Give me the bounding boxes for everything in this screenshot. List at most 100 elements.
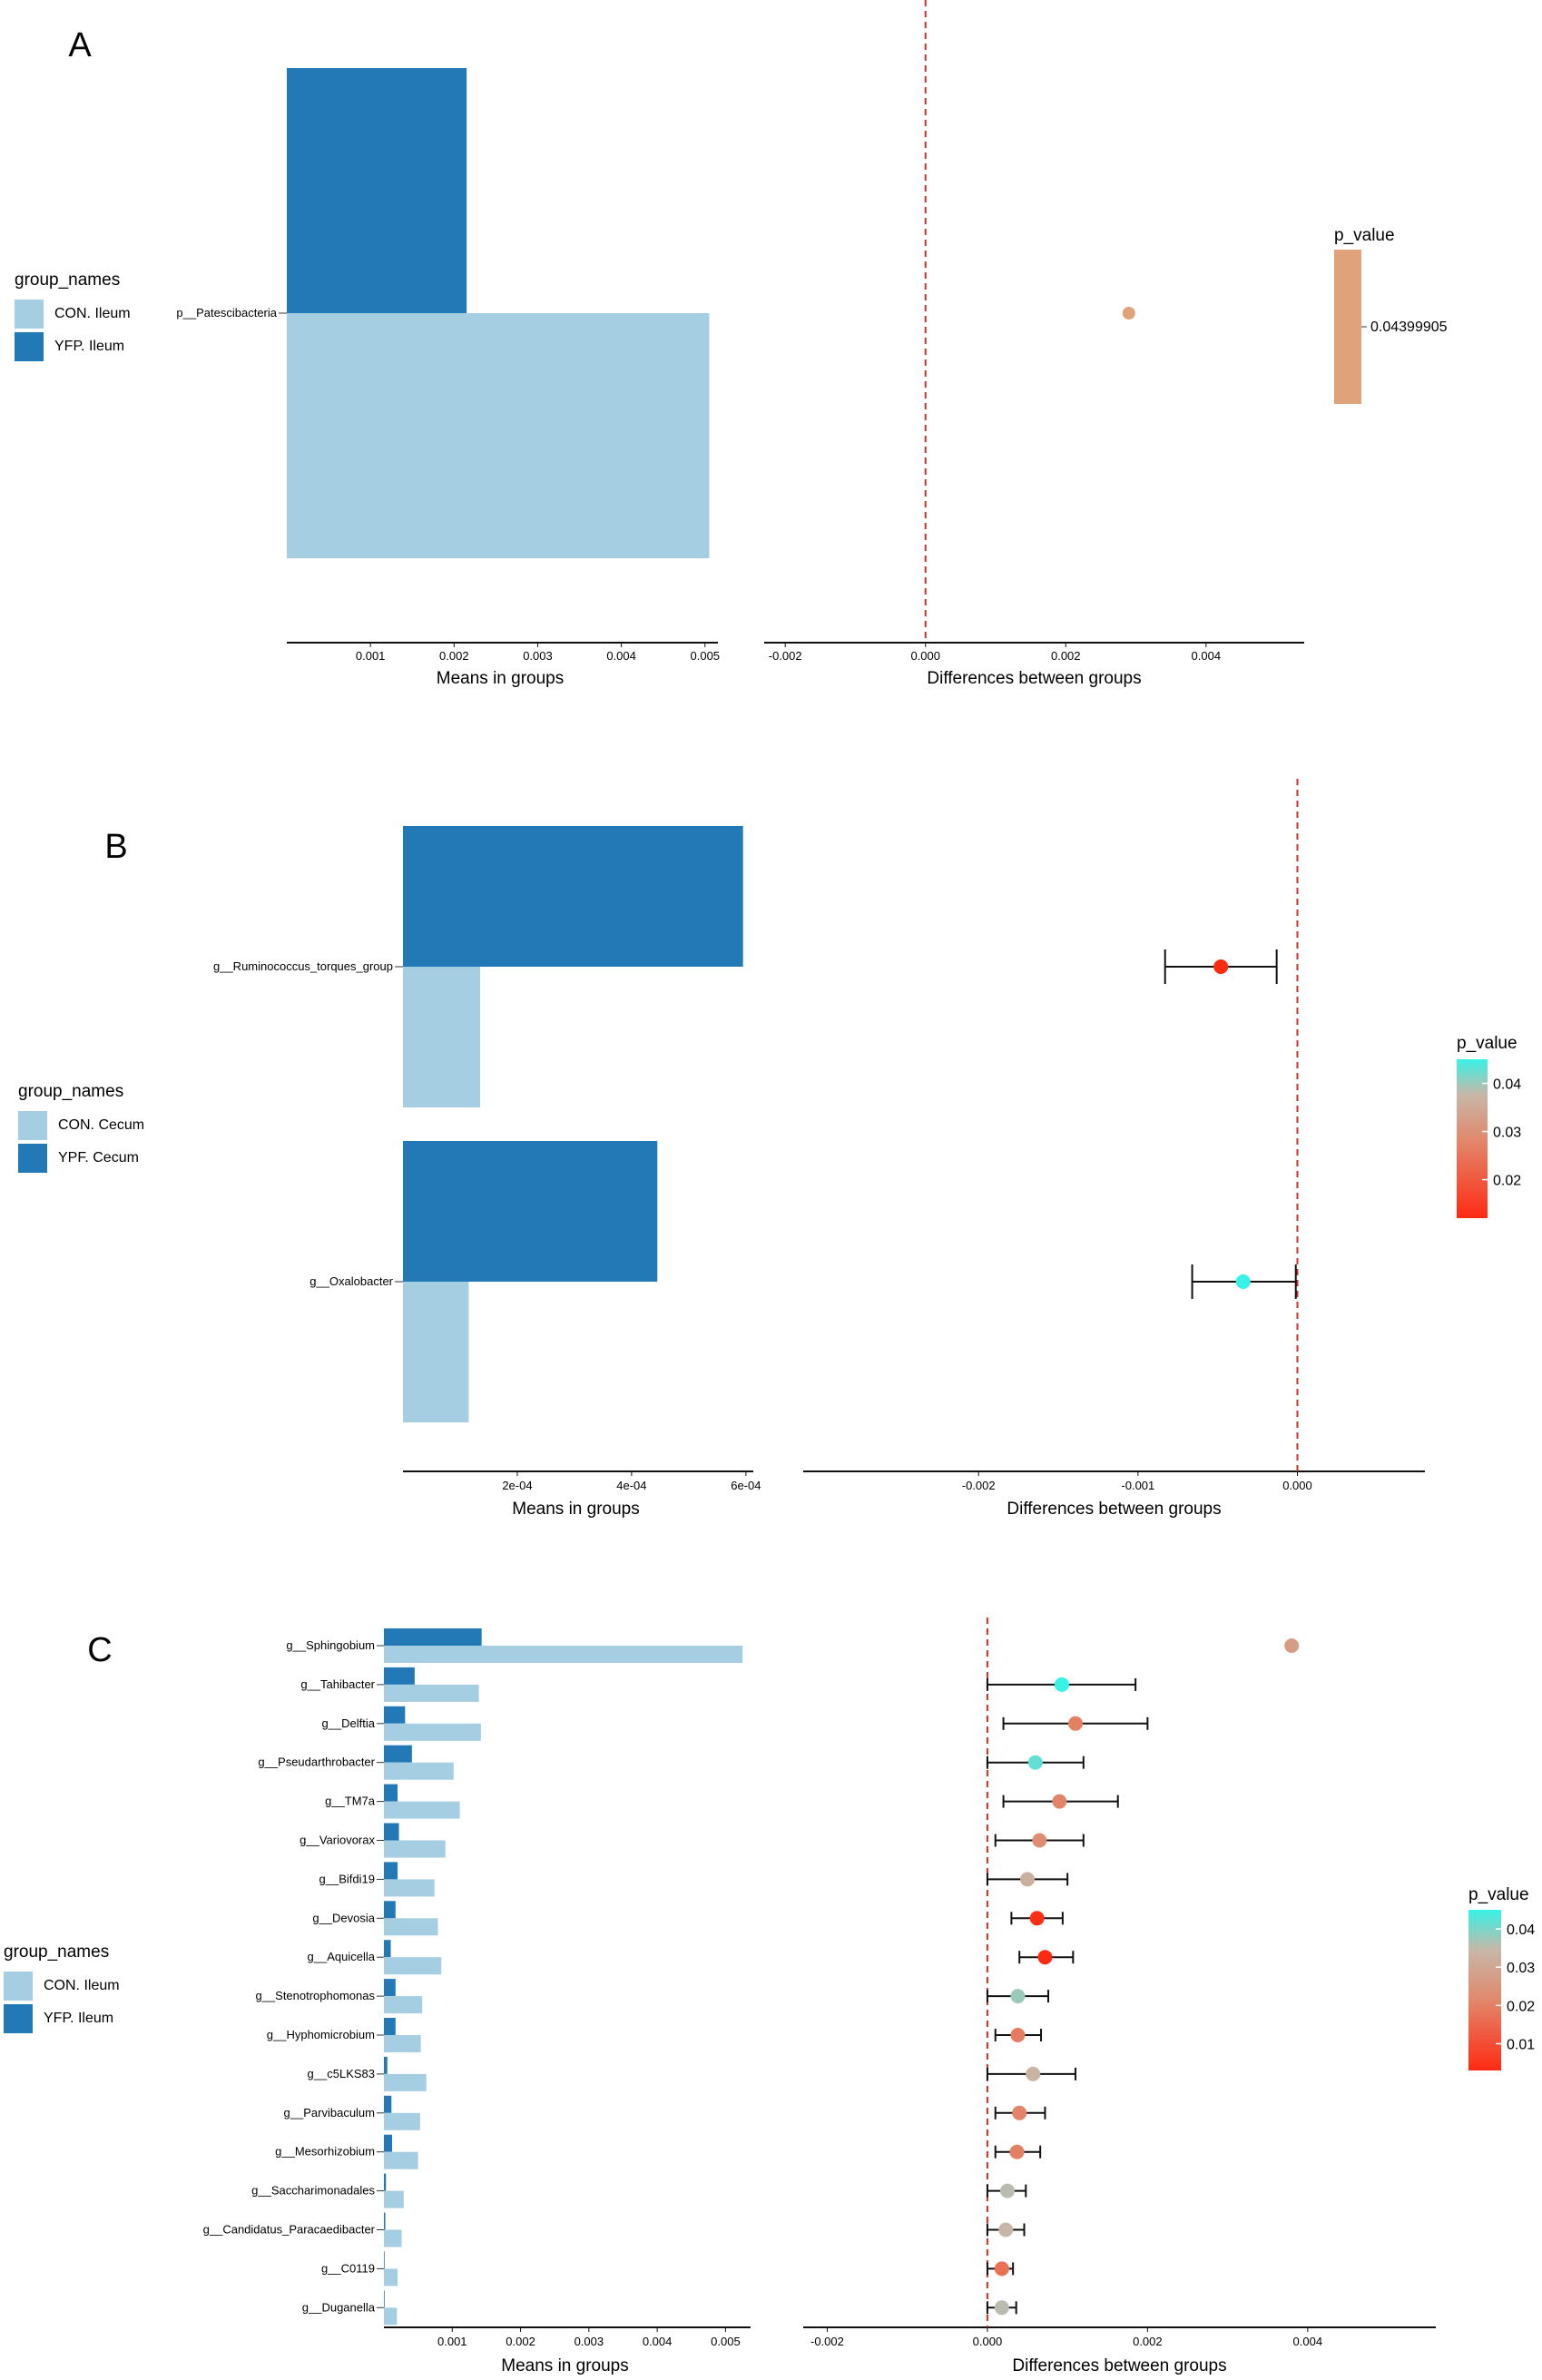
means-axis-tick-label: 0.004 [643, 2335, 673, 2348]
panel-letter-b: B [104, 828, 127, 866]
category-label: g__Ruminococcus_torques_group [213, 959, 393, 973]
category-label: g__Devosia [312, 1911, 375, 1924]
pvalue-tick-label: 0.04 [1507, 1923, 1535, 1938]
means-axis-tick-label: 6e-04 [731, 1479, 761, 1492]
bar-top [384, 1823, 399, 1841]
means-axis-tick-label: 0.001 [437, 2335, 467, 2348]
bar-bottom [384, 2073, 427, 2091]
panel-letter-a: A [68, 26, 92, 64]
legend-label: CON. Ileum [44, 1978, 120, 1993]
means-axis-tick-label: 0.005 [711, 2335, 741, 2348]
bar-bottom [384, 1879, 435, 1897]
means-axis-title: Means in groups [512, 1500, 639, 1519]
bar-bottom [384, 1801, 460, 1819]
means-axis-tick-label: 2e-04 [502, 1479, 532, 1492]
means-axis-tick-label: 0.004 [606, 649, 636, 663]
bar-top [384, 1940, 391, 1958]
diff-point [1235, 1274, 1251, 1289]
means-axis-tick-label: 0.005 [691, 649, 721, 663]
diff-axis-tick-label: 0.000 [973, 2335, 1003, 2348]
pvalue-tick-label: 0.02 [1493, 1174, 1521, 1189]
bar-top [384, 1901, 396, 1919]
bar-bottom [384, 2151, 418, 2169]
bar-bottom [384, 2035, 421, 2052]
legend-title: group_names [15, 270, 120, 290]
means-axis-title: Means in groups [437, 669, 564, 688]
diff-axis-title: Differences between groups [927, 669, 1141, 688]
bar-top [384, 1784, 398, 1802]
category-label: g__Tahibacter [300, 1677, 375, 1691]
pvalue-colorbar [1468, 1910, 1501, 2070]
diff-axis-tick-label: 0.000 [910, 649, 940, 663]
bar-top [384, 1628, 482, 1646]
bar-bottom [384, 1957, 442, 1975]
bar-top [384, 2290, 385, 2308]
diff-point [1009, 2144, 1025, 2159]
bar-bottom [384, 1840, 446, 1858]
bar-bottom [384, 2190, 404, 2208]
pvalue-tick-label: 0.01 [1507, 2038, 1535, 2053]
category-label: g__Stenotrophomonas [255, 1989, 375, 2002]
means-axis-tick-label: 0.001 [356, 649, 386, 663]
legend-swatch [15, 300, 44, 329]
diff-axis-tick-label: -0.002 [962, 1479, 996, 1492]
bar-bottom [403, 967, 481, 1107]
category-label: g__C0119 [321, 2261, 375, 2275]
pvalue-colorbar [1334, 250, 1361, 404]
bar-bottom [287, 313, 710, 558]
diff-point [998, 2222, 1014, 2237]
bar-top [384, 2251, 385, 2269]
diff-point [1054, 1677, 1069, 1692]
bar-bottom [384, 1918, 438, 1936]
bar-top [403, 1141, 658, 1282]
category-label: g__Oxalobacter [309, 1274, 393, 1288]
category-label: g__Saccharimonadales [251, 2184, 375, 2198]
diff-point [1026, 2066, 1041, 2081]
diff-point [1067, 1716, 1083, 1731]
diff-point [1029, 1911, 1045, 1926]
diff-point [994, 2300, 1009, 2316]
bar-bottom [384, 1996, 423, 2014]
panel-a: Ap__Patescibacteria 0.001 0.002 0.003 0.004 0… [15, 0, 1448, 688]
bar-top [384, 1979, 396, 1997]
legend-title: group_names [4, 1942, 109, 1962]
panel-letter-c: C [87, 1631, 112, 1669]
means-axis-tick-label: 0.002 [439, 649, 469, 663]
diff-axis-title: Differences between groups [1007, 1500, 1221, 1519]
category-label: g__Parvibaculum [284, 2106, 375, 2119]
diff-point [1032, 1833, 1047, 1848]
category-label: g__Duganella [302, 2300, 376, 2314]
bar-bottom [384, 1762, 454, 1780]
bar-bottom [403, 1282, 469, 1422]
pvalue-tick-label: 0.04399905 [1370, 320, 1448, 335]
diff-point [1010, 1989, 1026, 2004]
bar-bottom [384, 1723, 481, 1741]
diff-point [1213, 959, 1229, 974]
legend-swatch [15, 332, 44, 361]
bar-bottom [384, 2307, 398, 2326]
pvalue-tick-label: 0.02 [1507, 1999, 1535, 2014]
diff-point [1010, 2028, 1026, 2042]
legend-swatch [18, 1111, 47, 1140]
category-label: g__Mesorhizobium [275, 2145, 375, 2159]
diff-axis-tick-label: 0.004 [1293, 2335, 1323, 2348]
pvalue-legend-title: p_value [1468, 1885, 1529, 1904]
diff-axis-tick-label: -0.002 [810, 2335, 844, 2348]
category-label: g__Aquicella [308, 1950, 376, 1963]
diff-axis-title: Differences between groups [1012, 2356, 1226, 2375]
pvalue-tick-label: 0.03 [1507, 1961, 1535, 1976]
bar-top [403, 826, 743, 967]
diff-axis-tick-label: -0.001 [1121, 1479, 1154, 1492]
bar-bottom [384, 1684, 479, 1702]
bar-top [384, 1862, 398, 1880]
bar-bottom [384, 1646, 743, 1663]
diff-point [1020, 1872, 1036, 1887]
pvalue-legend-title: p_value [1334, 226, 1395, 245]
bar-top [384, 2095, 392, 2113]
bar-top [384, 1706, 406, 1724]
diff-axis-tick-label: 0.004 [1192, 649, 1222, 663]
pvalue-legend-title: p_value [1457, 1034, 1517, 1053]
diff-axis-tick-label: 0.002 [1051, 649, 1081, 663]
category-label: g__Sphingobium [286, 1638, 375, 1652]
